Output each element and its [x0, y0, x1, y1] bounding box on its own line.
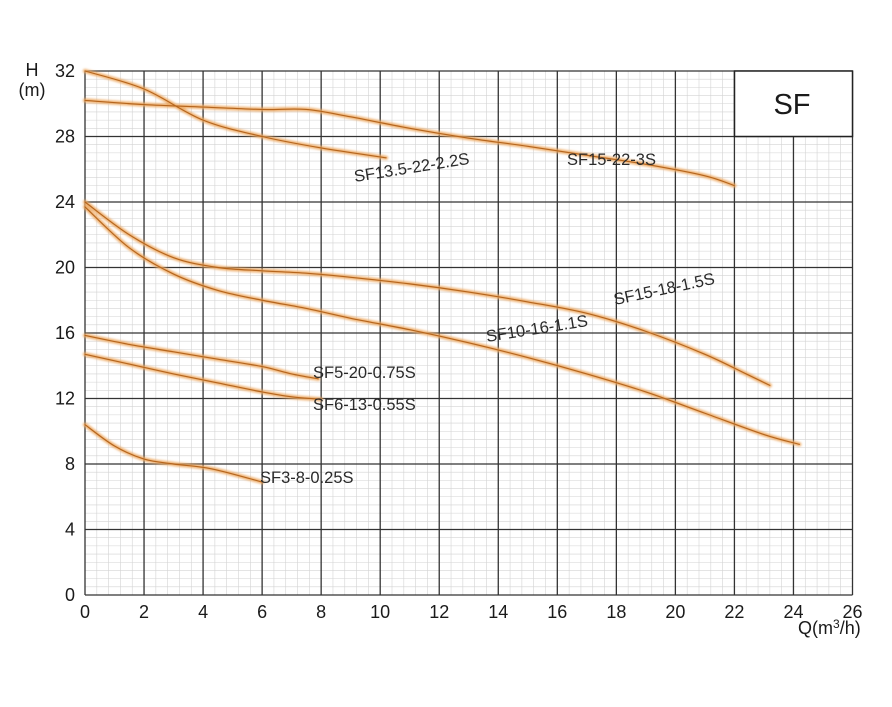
svg-text:20: 20 [55, 258, 75, 278]
svg-text:16: 16 [547, 602, 567, 622]
svg-text:8: 8 [316, 602, 326, 622]
svg-text:H: H [26, 60, 39, 80]
svg-text:32: 32 [55, 61, 75, 81]
svg-text:24: 24 [55, 192, 75, 212]
svg-text:20: 20 [665, 602, 685, 622]
svg-text:16: 16 [55, 323, 75, 343]
svg-text:18: 18 [606, 602, 626, 622]
svg-text:8: 8 [65, 454, 75, 474]
svg-text:SF15-22-3S: SF15-22-3S [567, 151, 656, 169]
svg-text:SF6-13-0.55S: SF6-13-0.55S [313, 396, 416, 414]
svg-text:10: 10 [370, 602, 390, 622]
svg-text:2: 2 [139, 602, 149, 622]
svg-text:14: 14 [488, 602, 508, 622]
svg-text:(m): (m) [19, 80, 46, 100]
svg-text:6: 6 [257, 602, 267, 622]
svg-text:SF: SF [773, 89, 810, 121]
svg-text:SF3-8-0.25S: SF3-8-0.25S [260, 469, 354, 487]
svg-text:Q(m3/h): Q(m3/h) [798, 617, 861, 638]
svg-text:4: 4 [198, 602, 208, 622]
svg-text:SF5-20-0.75S: SF5-20-0.75S [313, 364, 416, 382]
svg-text:12: 12 [429, 602, 449, 622]
svg-text:0: 0 [80, 602, 90, 622]
svg-text:22: 22 [724, 602, 744, 622]
svg-text:28: 28 [55, 127, 75, 147]
svg-text:12: 12 [55, 389, 75, 409]
svg-text:0: 0 [65, 585, 75, 605]
svg-text:4: 4 [65, 520, 75, 540]
